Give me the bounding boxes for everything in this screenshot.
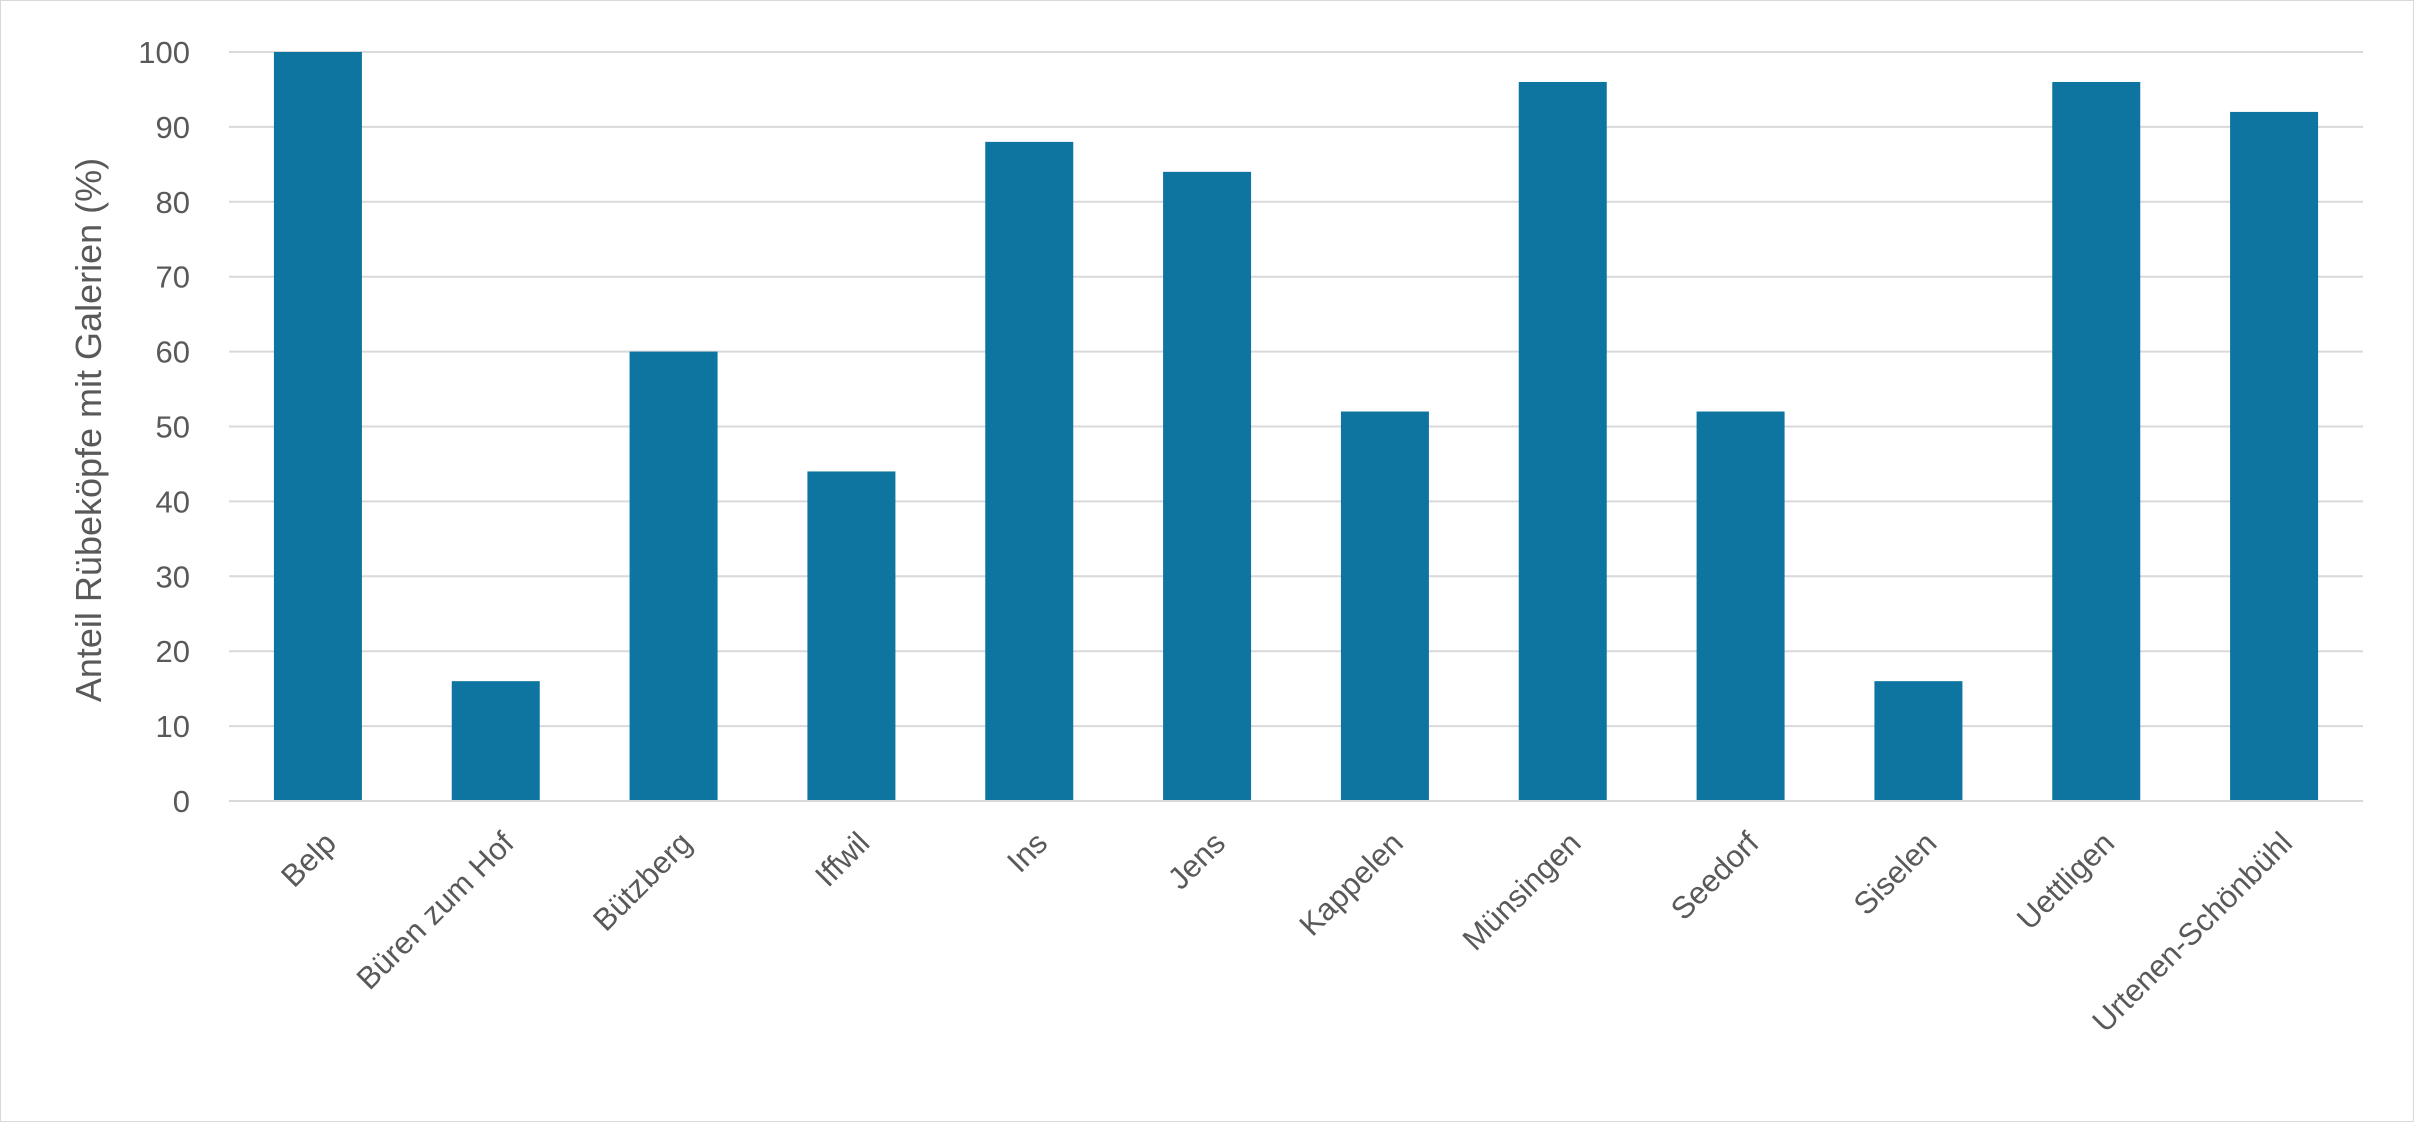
x-tick-label: Urtenen-Schönbühl [2085,825,2299,1039]
bar-9 [1874,681,1963,801]
y-axis-title: Anteil Rübeköpfe mit Galerien (%) [68,158,109,702]
x-tick-label: Jens [1161,825,1232,896]
y-axis-ticks: 0 10 20 30 40 50 60 70 80 90 100 [138,35,190,819]
x-tick-label: Büren zum Hof [350,825,521,996]
bar-6 [1340,411,1429,801]
y-tick-label: 20 [156,634,190,669]
y-tick-label: 100 [138,35,190,70]
x-tick-label: Münsingen [1456,825,1588,957]
y-tick-label: 10 [156,709,190,744]
bar-11 [2230,111,2319,802]
y-tick-label: 30 [156,559,190,594]
x-tick-label: Iffwil [808,825,876,893]
y-tick-label: 70 [156,260,190,295]
x-tick-label: Seedorf [1664,825,1766,927]
x-tick-label: Ins [1000,825,1054,879]
x-tick-label: Bützberg [586,825,698,937]
x-axis-ticks: Belp Büren zum Hof Bützberg Iffwil Ins Jens Ka… [274,825,2299,1039]
y-tick-label: 90 [156,110,190,145]
x-tick-label: Kappelen [1292,825,1409,942]
bar-8 [1696,411,1785,801]
x-tick-label: Siselen [1847,825,1944,922]
y-tick-label: 0 [173,784,190,819]
y-tick-label: 50 [156,410,190,445]
gridlines [229,51,2363,728]
bar-4 [985,141,1074,801]
y-tick-label: 60 [156,335,190,370]
bars [273,52,2319,802]
bar-3 [807,471,896,801]
bar-1 [451,681,540,801]
x-tick-label: Uettligen [2010,825,2121,936]
y-tick-label: 80 [156,185,190,220]
bar-7 [1518,81,1607,801]
bar-10 [2052,81,2141,801]
x-tick-label: Belp [274,825,343,894]
bar-2 [629,351,718,801]
y-tick-label: 40 [156,484,190,519]
bar-5 [1163,171,1252,802]
bar-0 [273,52,362,801]
